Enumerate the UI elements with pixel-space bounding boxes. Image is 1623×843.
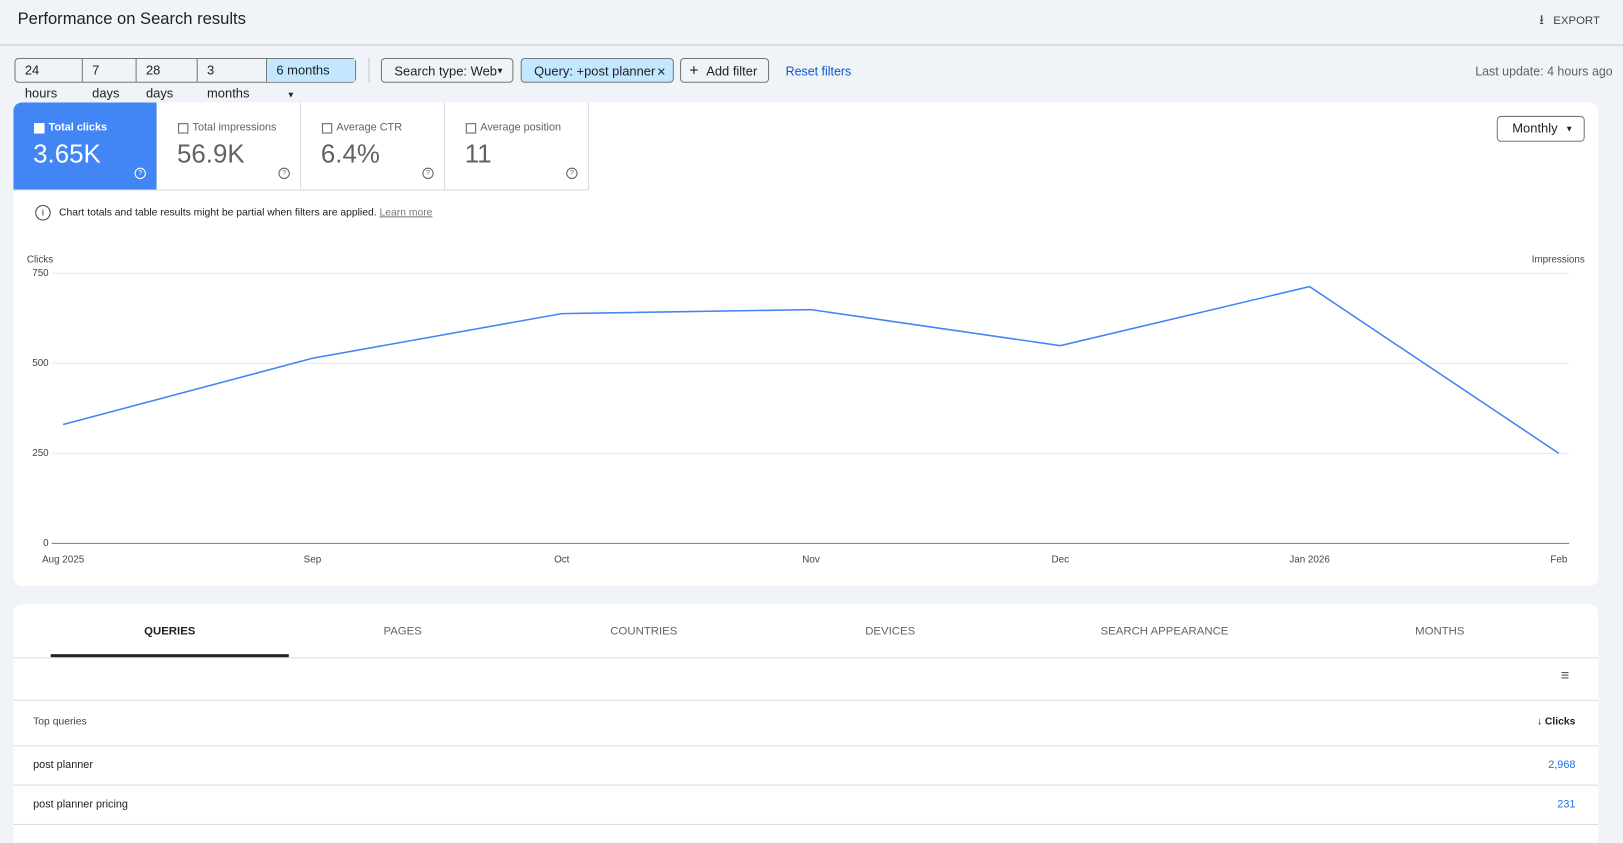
y-axis-label: Clicks [27,254,53,265]
dropdown-icon: ▼ [495,66,505,76]
help-icon[interactable]: ? [566,167,578,180]
tab[interactable]: DEVICES [865,625,916,638]
metric-label: Average position [480,121,562,134]
column-header: Top queries [33,716,87,728]
date-range-group: 24 hours 7 days 28 days 3 months 6 month… [14,57,357,100]
help-icon[interactable]: ? [278,167,290,180]
checkbox [321,123,333,134]
icon: ⭳ [1539,11,1544,27]
divider [13,745,1599,747]
help-icon[interactable]: ? [134,167,146,180]
tab[interactable]: PAGES [383,625,422,638]
metric-card[interactable]: Average position 11? [445,102,589,191]
range-label: 6 months [276,63,330,78]
metric-card-selected[interactable]: Total clicks 3.65K? [13,102,158,191]
checkbox [178,123,189,134]
metric-value: 11 [464,139,492,169]
checkbox [465,123,477,134]
table-card [13,604,1599,843]
clicks-cell: 2,968 [1548,758,1576,772]
x-tick-label: Oct [554,555,570,566]
metric-value: 56.9K [177,139,245,169]
query-cell[interactable]: post planner pricing [33,798,128,811]
range-button[interactable]: 7 days [83,59,137,100]
metric-card[interactable]: Average CTR 6.4%? [301,102,446,191]
divider [0,44,1623,46]
y-tick-label: 500 [32,358,49,369]
x-tick-label: Nov [802,555,820,566]
chart: Clicks Impressions 0 250 500 750 Aug 2025 Sep… [27,254,1585,566]
x-tick-label: Dec [1052,555,1070,566]
add-filter-label: Add filter [706,64,758,79]
dropdown-icon: ▼ [286,90,295,100]
tab-selected[interactable]: QUERIES [144,625,196,638]
export-label: EXPORT [1553,14,1600,27]
separator [368,57,370,83]
metric-label: Average CTR [336,121,403,134]
chip-label: Search type: Web [394,64,497,79]
y-tick-label: 250 [32,448,49,459]
app: Performance on Search results ⭳ EXPORT 2… [0,10,1623,843]
granularity-dropdown[interactable]: Monthly ▼ [1496,115,1585,142]
divider [13,784,1599,786]
search-type-chip[interactable]: Search type: Web ▼ [380,57,514,83]
tab[interactable]: COUNTRIES [610,625,678,638]
tab-indicator [50,654,289,658]
filter-icon[interactable]: ≡ [1560,666,1570,684]
export-button[interactable]: ⭳ EXPORT [1539,10,1600,33]
x-tick-label: Feb [1550,555,1567,566]
sort-icon: ↓ [1536,716,1543,728]
notice-text: Chart totals and table results might be … [59,207,377,219]
y-tick-label: 750 [32,268,49,279]
divider [13,657,1599,659]
page-title: Performance on Search results [17,10,246,28]
reset-filters-link[interactable]: Reset filters [785,64,852,79]
range-button[interactable]: 3 months [198,59,268,100]
metric-value: 6.4% [320,139,380,169]
query-chip[interactable]: Query: +post planner × [520,57,674,83]
plus-icon: + [689,62,699,80]
y2-axis-label: Impressions [1532,254,1585,265]
data-line [62,285,1560,455]
info-icon: i [35,204,51,221]
column-header-label: Clicks [1544,716,1576,728]
remove-icon[interactable]: × [657,63,666,80]
checkbox [34,123,45,134]
query-cell[interactable]: post planner [33,758,93,772]
y-tick-label: 0 [43,538,49,549]
metric-label: Total impressions [192,121,277,134]
add-filter-button[interactable]: + Add filter [680,57,770,83]
metric-label: Total clicks [48,121,108,134]
chip-label: Query: +post planner [534,64,656,79]
x-tick-label: Aug 2025 [42,555,85,566]
last-update: Last update: 4 hours ago [1475,64,1613,79]
page: {"header":{"title":"Performance on Searc… [0,10,1623,843]
metric-value: 3.65K [33,139,101,169]
divider [13,699,1599,701]
range-button[interactable]: 24 hours [16,59,83,100]
column-header-sorted[interactable]: ↓ Clicks [1537,716,1576,727]
clicks-cell: 231 [1557,798,1576,811]
x-tick-label: Jan 2026 [1289,555,1330,566]
notice: Chart totals and table results might be … [59,207,432,218]
learn-more-link[interactable]: Learn more [379,207,433,219]
dropdown-icon: ▼ [1565,124,1574,134]
metric-card[interactable]: Total impressions 56.9K? [157,102,302,191]
x-tick-label: Sep [304,555,322,566]
help-icon[interactable]: ? [422,167,434,180]
tab[interactable]: MONTHS [1415,625,1465,638]
range-button-selected[interactable]: 6 months ▼ [267,59,356,99]
range-button[interactable]: 28 days [137,59,198,100]
divider [13,823,1599,825]
tab[interactable]: SEARCH APPEARANCE [1100,625,1229,638]
granularity-label: Monthly [1512,121,1558,136]
